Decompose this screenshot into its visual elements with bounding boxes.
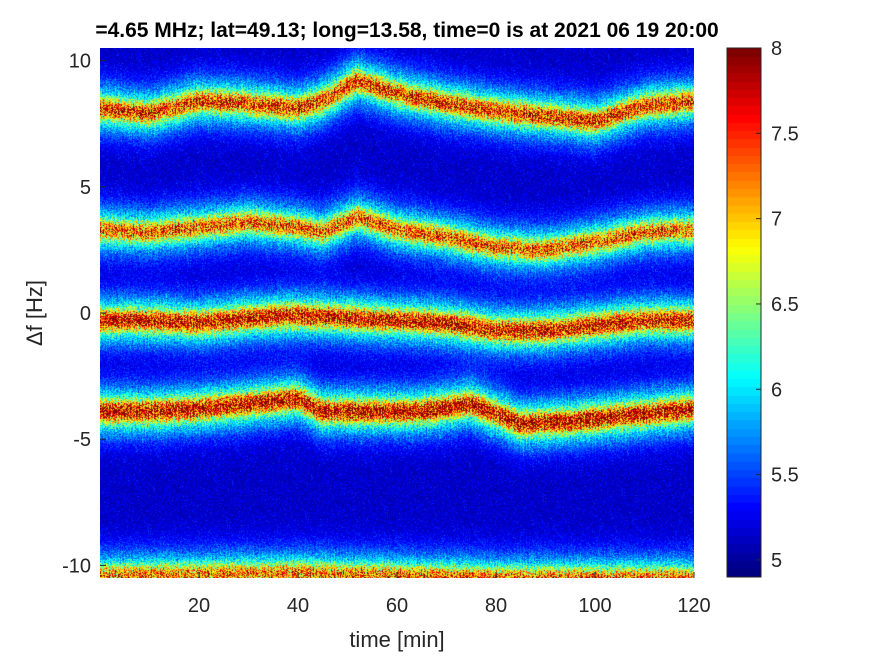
colorbar-tick-label: 5	[771, 550, 782, 572]
colorbar-tick-label: 6.5	[771, 294, 799, 316]
plot-area	[100, 48, 694, 578]
y-tick-label: -5	[73, 429, 91, 451]
colorbar-tick-label: 5.5	[771, 465, 799, 487]
y-axis: 10 5 0 -5 -10	[62, 51, 106, 577]
y-axis-label: Δf [Hz]	[22, 280, 47, 346]
colorbar: 5 5.5 6 6.5 7 7.5 8	[726, 38, 799, 578]
colorbar-frame	[726, 47, 762, 578]
colorbar-tick-label: 7.5	[771, 123, 799, 145]
x-tick-label: 60	[386, 595, 408, 617]
x-tick-label: 80	[485, 595, 507, 617]
y-tick-label: -10	[62, 555, 91, 577]
y-tick-label: 10	[69, 51, 91, 73]
colorbar-tick-label: 6	[771, 379, 782, 401]
y-tick-label: 5	[80, 177, 91, 199]
colorbar-gradient	[727, 48, 761, 577]
x-tick-label: 100	[578, 595, 611, 617]
x-tick-label: 120	[677, 595, 710, 617]
colorbar-tick-label: 8	[771, 38, 782, 60]
colorbar-tick-label: 7	[771, 209, 782, 231]
chart-title: =4.65 MHz; lat=49.13; long=13.58, time=0…	[95, 19, 718, 42]
colorbar-ticks: 5 5.5 6 6.5 7 7.5 8	[756, 38, 799, 572]
x-tick-label: 20	[188, 595, 210, 617]
x-axis: 20 40 60 80 100 120	[188, 572, 711, 617]
y-tick-label: 0	[80, 303, 91, 325]
heatmap-canvas	[100, 48, 694, 578]
x-axis-label: time [min]	[349, 627, 444, 652]
x-tick-label: 40	[287, 595, 309, 617]
